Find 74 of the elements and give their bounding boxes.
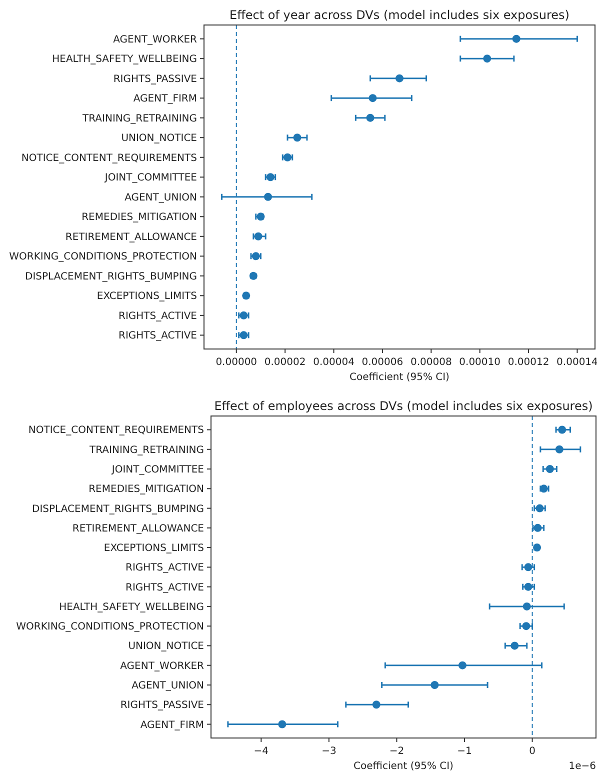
point bbox=[555, 445, 564, 454]
y-tick-label: REMEDIES_MITIGATION bbox=[82, 212, 197, 224]
x-tick-label: 0 bbox=[529, 746, 536, 757]
point bbox=[483, 54, 492, 63]
point bbox=[372, 700, 380, 709]
y-tick-label: EXCEPTIONS_LIMITS bbox=[104, 543, 204, 554]
y-tick-label: RIGHTS_ACTIVE bbox=[118, 310, 197, 322]
y-tick-label: AGENT_WORKER bbox=[120, 660, 204, 672]
y-tick-label: RIGHTS_ACTIVE bbox=[126, 562, 204, 574]
y-tick-label: RETIREMENT_ALLOWANCE bbox=[72, 523, 204, 534]
point bbox=[254, 232, 262, 240]
y-tick-label: JOINT_COMMITTEE bbox=[104, 172, 197, 184]
y-tick-label: WORKING_CONDITIONS_PROTECTION bbox=[16, 622, 204, 633]
point bbox=[510, 642, 519, 650]
point bbox=[524, 563, 532, 572]
text: 1e−6 bbox=[568, 761, 596, 772]
point bbox=[536, 504, 544, 512]
y-tick-label: UNION_NOTICE bbox=[121, 133, 197, 144]
y-tick-label: TRAINING_RETRAINING bbox=[82, 113, 197, 124]
y-tick-label: AGENT_FIRM bbox=[140, 720, 204, 731]
y-tick-label: RETIREMENT_ALLOWANCE bbox=[65, 232, 197, 243]
x-tick-label: −4 bbox=[254, 746, 269, 757]
point bbox=[546, 465, 554, 474]
x-tick-label: 0.00010 bbox=[459, 357, 501, 368]
point bbox=[534, 524, 542, 532]
point bbox=[278, 720, 286, 728]
point bbox=[266, 173, 274, 182]
point bbox=[293, 134, 302, 142]
x-axis-title: Coefficient (95% CI) bbox=[350, 372, 450, 383]
point bbox=[512, 34, 520, 43]
point bbox=[366, 114, 374, 122]
y-tick-label: AGENT_WORKER bbox=[113, 34, 198, 46]
x-tick-label: 0.00004 bbox=[313, 357, 354, 368]
point bbox=[284, 153, 292, 162]
y-tick-label: AGENT_FIRM bbox=[133, 94, 197, 105]
y-tick-label: RIGHTS_ACTIVE bbox=[118, 330, 197, 342]
point bbox=[264, 192, 272, 201]
y-tick-label: HEALTH_SAFETY_WELLBEING bbox=[59, 602, 204, 613]
x-tick-label: 0.00008 bbox=[410, 357, 452, 368]
y-tick-label: RIGHTS_PASSIVE bbox=[113, 74, 197, 85]
chart-title: Effect of year across DVs (model includes six exposures) bbox=[230, 8, 570, 22]
y-tick-label: HEALTH_SAFETY_WELLBEING bbox=[52, 54, 197, 66]
y-tick-label: RIGHTS_PASSIVE bbox=[120, 700, 204, 712]
x-tick-label: −3 bbox=[322, 746, 336, 757]
x-tick-label: 0.00002 bbox=[264, 357, 306, 368]
y-tick-label: DISPLACEMENT_RIGHTS_BUMPING bbox=[32, 504, 204, 515]
x-axis-title: Coefficient (95% CI) bbox=[354, 761, 454, 772]
y-tick-label: AGENT_UNION bbox=[132, 680, 204, 692]
point bbox=[368, 94, 377, 102]
y-tick-label: DISPLACEMENT_RIGHTS_BUMPING bbox=[25, 271, 197, 282]
x-tick-label: 0.00000 bbox=[216, 357, 258, 368]
point bbox=[396, 74, 404, 82]
x-tick-label: −1 bbox=[457, 746, 472, 757]
chart-title: Effect of employees across DVs (model includes six exposures) bbox=[214, 399, 593, 413]
point bbox=[458, 661, 466, 670]
x-tick-label: −2 bbox=[389, 746, 404, 757]
y-tick-label: WORKING_CONDITIONS_PROTECTION bbox=[9, 252, 197, 263]
point bbox=[522, 602, 531, 610]
y-tick-label: TRAINING_RETRAINING bbox=[88, 444, 204, 456]
point bbox=[558, 426, 566, 434]
y-tick-label: AGENT_UNION bbox=[124, 192, 197, 204]
point bbox=[524, 582, 532, 591]
x-tick-label: 0.00014 bbox=[556, 357, 597, 368]
y-tick-label: EXCEPTIONS_LIMITS bbox=[96, 291, 197, 302]
y-tick-label: JOINT_COMMITTEE bbox=[110, 464, 204, 476]
y-tick-label: UNION_NOTICE bbox=[128, 641, 204, 652]
x-tick-label: 0.00012 bbox=[508, 357, 550, 368]
point bbox=[522, 622, 530, 630]
y-tick-label: RIGHTS_ACTIVE bbox=[126, 582, 204, 594]
point bbox=[430, 680, 439, 689]
y-tick-label: NOTICE_CONTENT_REQUIREMENTS bbox=[28, 425, 204, 436]
y-tick-label: REMEDIES_MITIGATION bbox=[88, 484, 204, 496]
y-tick-label: NOTICE_CONTENT_REQUIREMENTS bbox=[21, 152, 197, 164]
x-tick-label: 0.00006 bbox=[362, 357, 404, 368]
